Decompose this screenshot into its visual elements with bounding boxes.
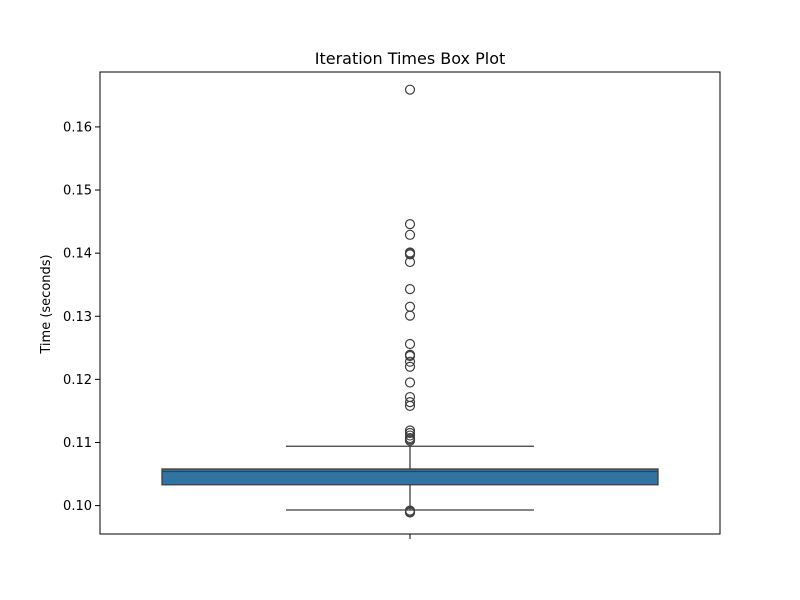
y-tick-label: 0.15	[63, 184, 92, 199]
outlier-point	[404, 84, 416, 95]
outlier-point	[404, 301, 416, 312]
y-tick-label: 0.16	[63, 120, 92, 135]
outlier-point	[404, 430, 416, 441]
outlier-point	[404, 361, 416, 372]
outlier-point	[404, 356, 416, 367]
y-tick-label: 0.11	[63, 436, 92, 451]
outlier-point	[404, 249, 416, 260]
y-axis-label: Time (seconds)	[39, 254, 54, 354]
y-tick-label: 0.14	[63, 247, 92, 262]
outlier-point	[404, 310, 416, 321]
outlier-point	[404, 284, 416, 295]
outlier-point	[404, 435, 416, 446]
outlier-point	[404, 377, 416, 388]
outlier-point	[404, 229, 416, 240]
y-tick-label: 0.13	[63, 310, 92, 325]
chart-title: Iteration Times Box Plot	[315, 49, 506, 68]
plot-frame	[99, 71, 721, 535]
outlier-point	[404, 256, 416, 268]
iqr-box	[161, 468, 659, 486]
outlier-point	[404, 427, 416, 439]
y-tick-label: 0.12	[63, 373, 92, 388]
plot-area: 0.10 0.11 0.12 0.13 0.14 0.15 0.16	[63, 84, 659, 539]
outlier-point	[404, 219, 416, 230]
outlier-point	[404, 338, 416, 350]
outlier-point	[404, 400, 416, 411]
outlier-point	[404, 350, 416, 362]
outlier-point	[404, 396, 416, 408]
outlier-point	[404, 507, 416, 518]
y-tick-label: 0.10	[63, 499, 92, 514]
